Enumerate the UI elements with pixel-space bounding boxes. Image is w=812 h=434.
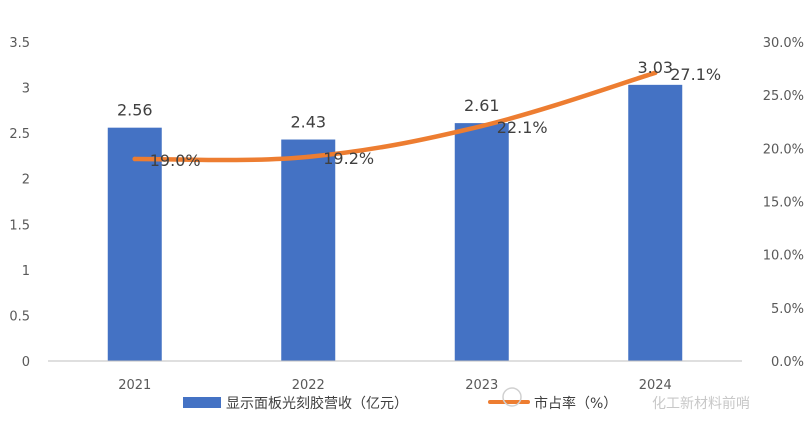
right-tick-label: 25.0% [763, 89, 804, 104]
bar-value-label: 2.56 [117, 101, 153, 120]
left-tick-label: 2 [22, 173, 30, 188]
x-tick-label: 2022 [292, 378, 325, 393]
line-series [132, 70, 658, 163]
bar-value-label: 2.43 [290, 113, 326, 132]
bar-series [107, 84, 683, 361]
bar-value-label: 3.03 [637, 58, 673, 77]
right-axis: 0.0% 5.0% 10.0% 15.0% 20.0% 25.0% 30.0% [763, 36, 804, 370]
left-tick-label: 1.5 [9, 218, 30, 233]
x-tick-label: 2024 [639, 378, 672, 393]
share-point-2022 [306, 154, 311, 160]
bar-2022 [281, 139, 336, 361]
watermark: 化工新材料前哨 [502, 387, 750, 412]
right-tick-label: 15.0% [763, 196, 804, 211]
share-value-label: 19.2% [323, 149, 374, 168]
left-tick-label: 3 [22, 82, 30, 97]
share-value-label: 27.1% [670, 65, 721, 84]
bar-2021 [107, 127, 162, 361]
right-tick-label: 5.0% [771, 302, 804, 317]
share-point-2021 [132, 156, 137, 162]
share-value-label: 19.0% [150, 151, 201, 170]
legend: 显示面板光刻胶营收（亿元） 市占率（%） [183, 395, 617, 412]
bar-2023 [454, 123, 509, 361]
right-tick-label: 0.0% [771, 355, 804, 370]
right-tick-label: 20.0% [763, 142, 804, 157]
legend-label-line: 市占率（%） [534, 395, 617, 412]
x-axis: 2021 2022 2023 2024 [118, 378, 672, 393]
legend-swatch-bar [183, 397, 221, 408]
left-axis: 0 0.5 1 1.5 2 2.5 3 3.5 [9, 36, 30, 370]
share-point-2023 [479, 123, 484, 129]
share-point-2024 [653, 70, 658, 76]
bar-data-labels: 2.56 2.43 2.61 3.03 [117, 58, 673, 132]
bar-value-label: 2.61 [464, 96, 500, 115]
left-tick-label: 3.5 [9, 36, 30, 51]
left-tick-label: 2.5 [9, 127, 30, 142]
legend-label-bar: 显示面板光刻胶营收（亿元） [226, 395, 408, 412]
bar-2024 [628, 84, 683, 361]
right-tick-label: 10.0% [763, 249, 804, 264]
left-tick-label: 0.5 [9, 309, 30, 324]
right-tick-label: 30.0% [763, 36, 804, 51]
x-tick-label: 2021 [118, 378, 151, 393]
share-value-label: 22.1% [497, 118, 548, 137]
left-tick-label: 1 [22, 264, 30, 279]
line-data-labels: 19.0% 19.2% 22.1% 27.1% [150, 65, 721, 170]
share-line [132, 70, 658, 163]
watermark-logo-icon [502, 387, 522, 407]
left-tick-label: 0 [22, 355, 30, 370]
watermark-text: 化工新材料前哨 [652, 395, 750, 412]
x-tick-label: 2023 [465, 378, 498, 393]
